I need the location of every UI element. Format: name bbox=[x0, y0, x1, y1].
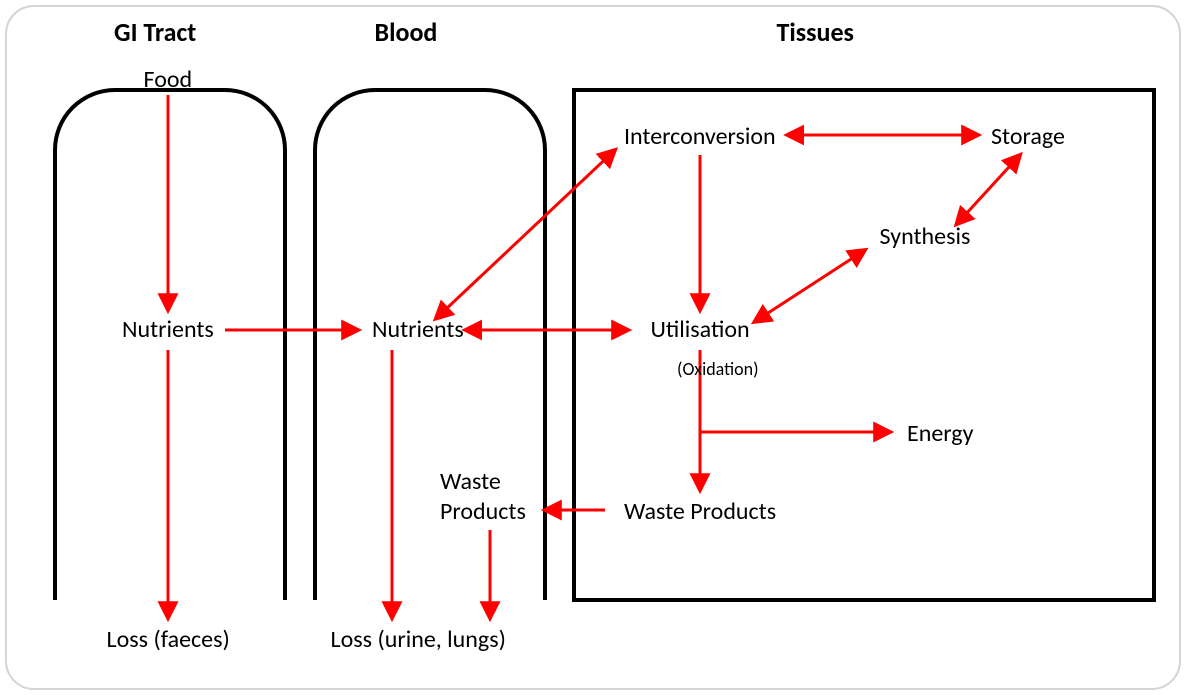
node-waste_blood_l2: Products bbox=[440, 497, 526, 526]
header-blood: Blood bbox=[375, 16, 438, 48]
outer-frame bbox=[6, 6, 1180, 689]
node-utilisation: Utilisation bbox=[651, 315, 750, 344]
node-energy: Energy bbox=[907, 419, 973, 448]
node-interconversion: Interconversion bbox=[624, 122, 776, 151]
node-loss_faeces: Loss (faeces) bbox=[107, 625, 230, 654]
diagram-stage: GI Tract Blood Tissues Food Nutrients Loss (f… bbox=[0, 0, 1186, 695]
header-gi: GI Tract bbox=[114, 16, 196, 48]
node-oxidation: (Oxidation) bbox=[677, 358, 759, 380]
header-tissues: Tissues bbox=[777, 16, 854, 48]
container-gi bbox=[55, 90, 285, 600]
edge-nutrients-blood-to-interconv bbox=[445, 150, 615, 310]
node-synthesis: Synthesis bbox=[880, 222, 971, 251]
node-nutrients_gi: Nutrients bbox=[122, 315, 214, 344]
edge-synthesis-to-storage bbox=[965, 155, 1020, 215]
node-waste_blood_l1: Waste bbox=[440, 467, 501, 496]
node-loss_urine: Loss (urine, lungs) bbox=[331, 625, 506, 654]
node-storage: Storage bbox=[991, 122, 1065, 151]
node-nutrients_blood: Nutrients bbox=[372, 315, 464, 344]
edge-util-to-synthesis bbox=[765, 250, 865, 315]
node-food: Food bbox=[144, 65, 193, 94]
node-waste_tissues: Waste Products bbox=[624, 497, 776, 526]
diagram-svg bbox=[0, 0, 1186, 695]
